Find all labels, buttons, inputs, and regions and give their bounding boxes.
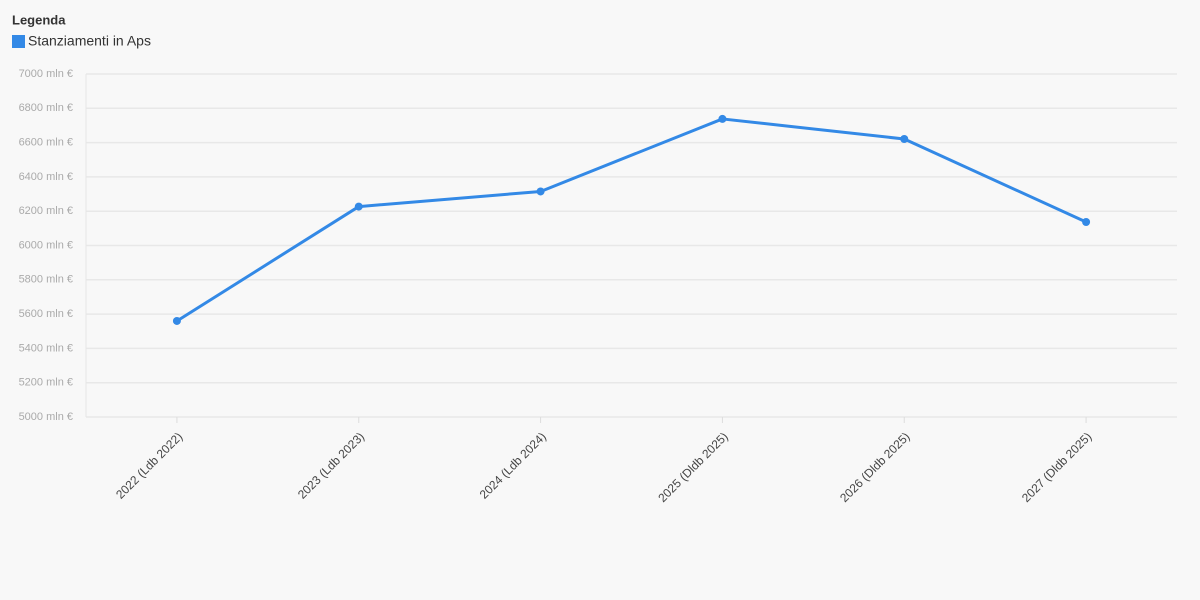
data-point xyxy=(900,134,909,143)
y-tick-label: 6600 mln € xyxy=(19,137,73,149)
x-tick-label: 2025 (Dldb 2025) xyxy=(655,429,730,504)
series-line xyxy=(176,117,1087,323)
y-tick-label: 5400 mln € xyxy=(19,342,73,354)
data-point xyxy=(718,114,727,123)
legend-title: Legenda xyxy=(12,12,66,27)
x-tick-label: 2024 (Ldb 2024) xyxy=(477,429,549,501)
x-tick-label: 2027 (Dldb 2025) xyxy=(1019,429,1094,504)
y-tick-label: 7000 mln € xyxy=(19,68,73,80)
x-tick-label: 2022 (Ldb 2022) xyxy=(113,429,185,501)
data-point xyxy=(536,187,545,196)
legend-swatch xyxy=(12,35,25,48)
y-tick-label: 5000 mln € xyxy=(19,411,73,423)
data-point xyxy=(354,202,363,211)
y-tick-label: 6000 mln € xyxy=(19,239,73,251)
y-tick-label: 5800 mln € xyxy=(19,274,73,286)
y-tick-label: 6800 mln € xyxy=(19,102,73,114)
legend-label: Stanziamenti in Aps xyxy=(28,33,151,49)
x-tick-label: 2026 (Dldb 2025) xyxy=(837,429,912,504)
data-point xyxy=(1082,218,1091,227)
y-tick-label: 5200 mln € xyxy=(19,377,73,389)
y-tick-label: 6200 mln € xyxy=(19,205,73,217)
data-point xyxy=(172,316,181,325)
y-tick-label: 6400 mln € xyxy=(19,171,73,183)
y-tick-label: 5600 mln € xyxy=(19,308,73,320)
x-tick-label: 2023 (Ldb 2023) xyxy=(295,429,367,501)
